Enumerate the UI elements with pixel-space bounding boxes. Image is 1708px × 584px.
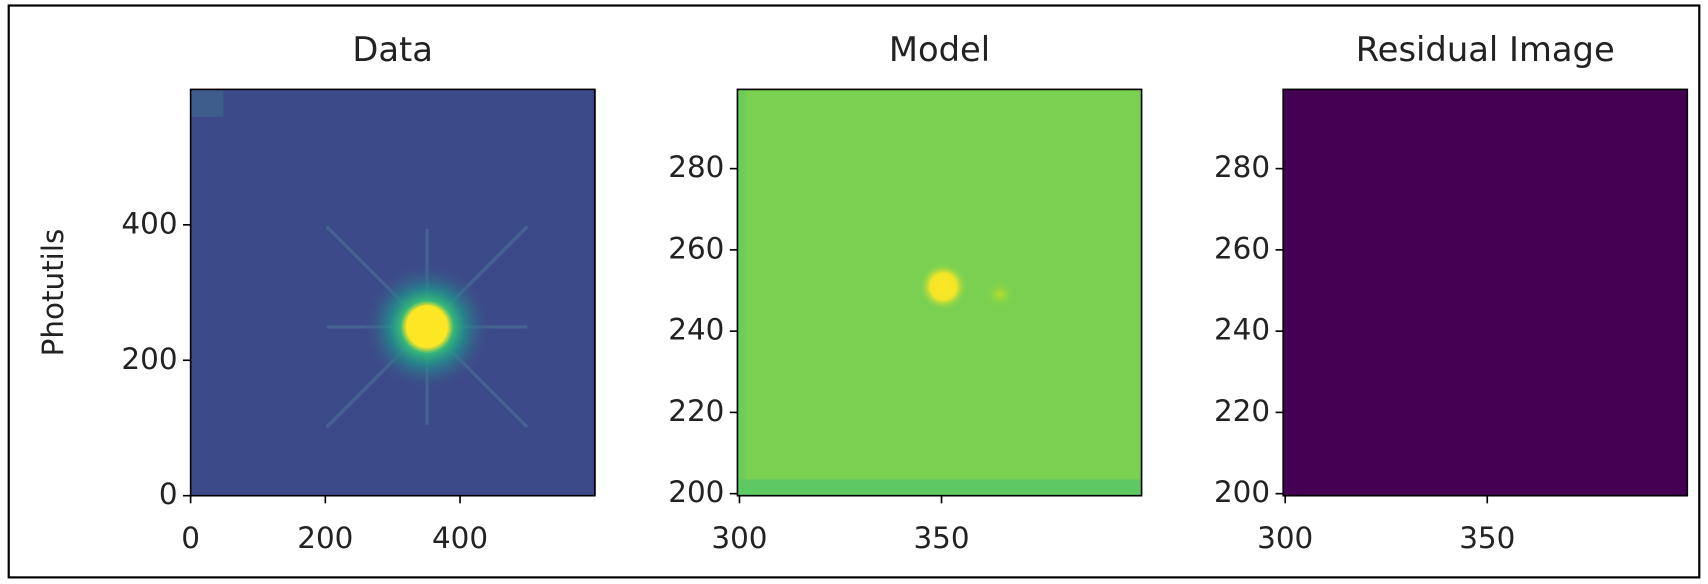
y-tick-label: 220 [668,394,724,428]
y-tick-label: 200 [121,342,177,376]
y-tick-label: 200 [1214,475,1270,509]
residual-image [1283,89,1687,495]
page: Data Photutils 0 200 400 0 200 400 Model 300 350 20… [0,0,1708,584]
y-tick-label: 200 [668,475,724,509]
y-tick-label: 260 [668,231,724,265]
y-tick-label: 280 [668,150,724,184]
x-tick-label: 300 [711,521,767,555]
y-tick-label: 240 [1214,313,1270,347]
y-axis-label: Photutils [36,229,70,357]
figure: Data Photutils 0 200 400 0 200 400 Model 300 350 20… [0,0,1708,584]
y-tick-label: 220 [1214,394,1270,428]
x-tick-label: 350 [913,521,969,555]
data-image [191,89,596,495]
x-tick-label: 350 [1459,521,1515,555]
y-tick-label: 280 [1214,150,1270,184]
x-tick-label: 0 [181,521,200,555]
y-tick-label: 400 [121,206,177,240]
y-tick-label: 0 [159,477,178,511]
y-tick-label: 240 [668,313,724,347]
model-image [737,89,1141,495]
x-tick-label: 200 [297,521,353,555]
panel-title: Data [352,30,433,69]
x-tick-label: 300 [1257,521,1313,555]
x-tick-label: 400 [432,521,488,555]
y-tick-label: 260 [1214,231,1270,265]
panel-title: Model [889,30,990,69]
panel-title: Residual Image [1356,30,1615,69]
